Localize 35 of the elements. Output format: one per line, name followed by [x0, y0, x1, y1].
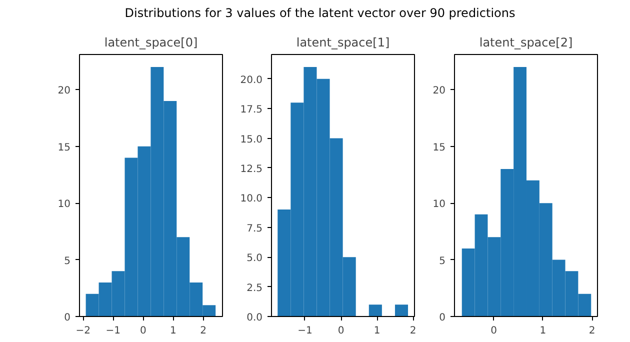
- y-tick-label: 17.5: [240, 104, 262, 116]
- x-tick-label: 1: [170, 326, 176, 336]
- chart-title: latent_space[0]: [104, 36, 198, 50]
- chart-title: latent_space[1]: [296, 36, 390, 50]
- y-tick-label: 20.0: [240, 74, 262, 86]
- y-tick-label: 20: [432, 86, 446, 97]
- y-tick-label: 15: [58, 142, 71, 154]
- y-tick-label: 10.0: [240, 194, 262, 205]
- y-tick-label: 5: [64, 256, 71, 267]
- y-tick-label: 15.0: [240, 134, 262, 146]
- y-tick-label: 2.5: [246, 282, 263, 294]
- chart-title: latent_space[2]: [479, 36, 573, 50]
- x-tick-label: 2: [588, 326, 596, 336]
- y-tick-label: 0: [439, 312, 446, 324]
- y-tick-label: 0.0: [246, 312, 263, 324]
- x-tick-label: 2: [410, 326, 416, 336]
- x-tick-label: 1: [540, 326, 546, 336]
- y-tick-label: 5: [439, 256, 446, 267]
- x-tick-label: 2: [200, 326, 206, 336]
- y-tick-label: 20: [58, 86, 71, 97]
- y-tick-label: 0: [64, 312, 71, 324]
- y-tick-label: 12.5: [240, 164, 262, 175]
- y-tick-label: 10: [432, 199, 446, 210]
- text: Distributions for 3 values of the latent vector over 90 predictions: [124, 5, 516, 22]
- y-tick-label: 5.0: [246, 253, 263, 264]
- x-tick-label: −2: [76, 326, 90, 336]
- x-tick-label: 0: [140, 326, 146, 336]
- x-tick-label: 1: [374, 326, 380, 336]
- y-tick-label: 15: [432, 142, 446, 154]
- y-tick-label: 10: [58, 199, 71, 210]
- x-tick-label: 0: [490, 326, 498, 336]
- x-tick-label: −1: [106, 326, 121, 336]
- x-tick-label: 0: [338, 326, 344, 336]
- x-tick-label: −1: [298, 326, 312, 336]
- y-tick-label: 7.5: [246, 223, 263, 234]
